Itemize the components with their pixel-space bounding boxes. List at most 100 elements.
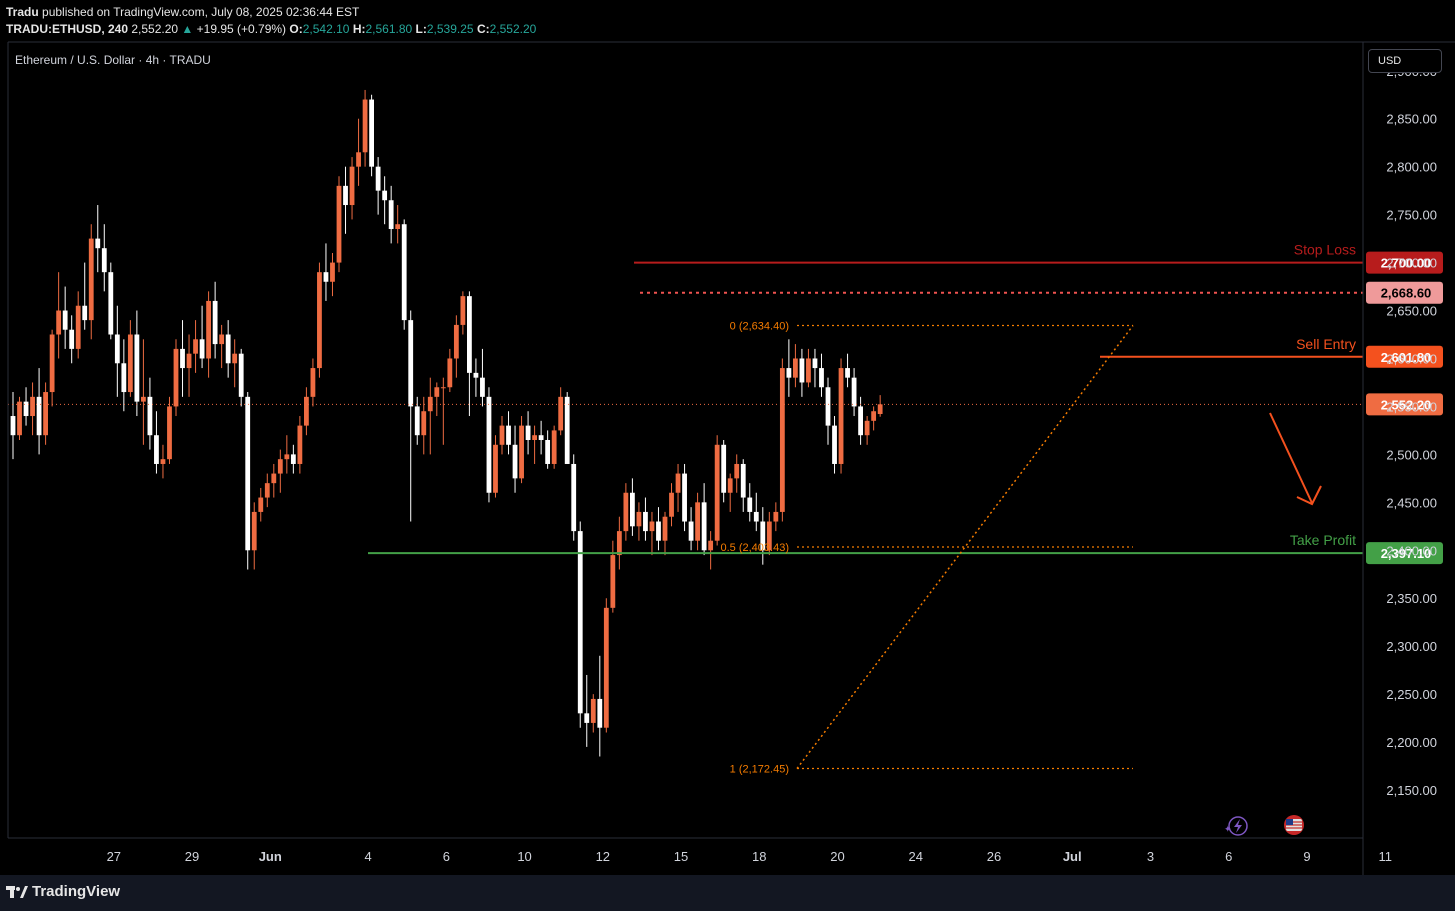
- candle-body: [245, 396, 251, 551]
- candle-body: [49, 334, 55, 393]
- us-flag-icon[interactable]: [1284, 815, 1304, 835]
- candle-body: [225, 334, 231, 364]
- level-stop-loss[interactable]: Stop Loss 2,700.00: [634, 242, 1443, 274]
- candle: [62, 286, 68, 349]
- candle-body: [669, 492, 674, 517]
- candle: [284, 435, 290, 474]
- candle: [467, 291, 472, 417]
- candle-body: [382, 190, 388, 201]
- candle-body: [480, 377, 485, 397]
- candle-body: [199, 339, 205, 359]
- publisher-name[interactable]: Tradu: [6, 5, 39, 19]
- x-tick-label: 3: [1147, 849, 1154, 864]
- candle-body: [362, 99, 368, 153]
- candle-body: [408, 320, 414, 407]
- candle-body: [695, 502, 700, 541]
- fib-level-label: 0 (2,634.40): [730, 320, 789, 332]
- candle: [708, 531, 714, 570]
- candle: [251, 502, 257, 570]
- candle-body: [69, 329, 75, 349]
- candle: [290, 444, 296, 474]
- candle-body: [734, 463, 740, 479]
- price-axis[interactable]: 2,900.002,850.002,800.002,750.002,700.00…: [1386, 64, 1437, 798]
- candle-body: [721, 444, 727, 493]
- x-tick-label: 26: [987, 849, 1001, 864]
- candle: [630, 478, 635, 536]
- low-value: 2,539.25: [426, 22, 474, 36]
- candle-body: [766, 521, 772, 551]
- x-tick-label: 4: [364, 849, 371, 864]
- time-axis[interactable]: 27 29 Jun 4 6 10 12 15 18 20 24 26 Jul 3 6 9 11: [107, 849, 1392, 864]
- y-tick-label: 2,150.00: [1386, 783, 1437, 798]
- candle-body: [88, 238, 94, 321]
- candle-body: [330, 262, 335, 282]
- candle: [577, 521, 583, 728]
- fibonacci-retracement[interactable]: 0 (2,634.40) 0.5 (2,403.43) 1 (2,172.45): [721, 320, 1134, 776]
- candle: [362, 89, 368, 167]
- candle: [877, 395, 883, 417]
- currency-button[interactable]: USD: [1368, 49, 1442, 73]
- candle-body: [17, 401, 22, 436]
- candle-body: [545, 440, 551, 464]
- candle-body: [212, 300, 218, 345]
- level-line-1[interactable]: 2,668.60: [640, 281, 1443, 304]
- candle: [740, 459, 746, 512]
- candle: [506, 411, 511, 455]
- level-label: Take Profit: [1290, 532, 1356, 548]
- candle: [447, 348, 453, 393]
- candle: [545, 430, 551, 469]
- y-tick-label: 2,250.00: [1386, 687, 1437, 702]
- candle-body: [753, 511, 759, 522]
- candle-body: [427, 396, 433, 412]
- candle: [154, 411, 159, 474]
- candle: [551, 425, 557, 469]
- x-tick-label: 29: [185, 849, 199, 864]
- candle: [656, 507, 661, 551]
- candle-body: [519, 425, 524, 479]
- candle-body: [851, 377, 857, 407]
- candle-body: [173, 348, 179, 407]
- candle-body: [297, 425, 303, 464]
- candle: [662, 511, 668, 556]
- candle: [538, 420, 544, 455]
- x-tick-label: 20: [830, 849, 844, 864]
- candle-body: [290, 454, 296, 464]
- candle-body: [864, 420, 870, 436]
- candle: [56, 272, 62, 359]
- candle-body: [584, 713, 590, 723]
- candle-body: [701, 502, 707, 551]
- chart-title: Ethereum / U.S. Dollar · 4h · TRADU: [15, 53, 211, 67]
- projection-arrow[interactable]: [1269, 412, 1322, 506]
- change-up-icon: ▲: [181, 22, 194, 36]
- candle: [845, 353, 850, 388]
- price-tag-value: 2,700.00: [1381, 256, 1432, 271]
- candle: [264, 473, 270, 508]
- price-chart[interactable]: Stop Loss 2,700.00 2,668.60 Sell Entry 2,601…: [0, 0, 1455, 875]
- level-line-3[interactable]: 2,552.20: [8, 393, 1443, 416]
- candle-body: [779, 368, 785, 512]
- tradingview-brand[interactable]: TradingView: [6, 883, 120, 900]
- candle-body: [421, 411, 427, 436]
- candle: [851, 368, 857, 417]
- candle: [330, 252, 335, 297]
- candle: [297, 416, 303, 474]
- candle: [460, 291, 466, 335]
- x-tick-label: Jun: [259, 849, 282, 864]
- candle: [603, 598, 609, 733]
- level-take-profit[interactable]: Take Profit 2,397.10: [368, 532, 1443, 565]
- level-sell-entry[interactable]: Sell Entry 2,601.80: [1100, 336, 1443, 368]
- price-tag: [1366, 393, 1443, 416]
- candle: [88, 224, 94, 340]
- candle: [336, 176, 342, 273]
- candle-body: [460, 296, 466, 325]
- candle-body: [610, 555, 616, 608]
- candle-body: [675, 473, 681, 493]
- candle: [349, 157, 355, 220]
- lightning-icon[interactable]: ✦: [1224, 816, 1248, 836]
- candle: [10, 392, 16, 460]
- candle-body: [793, 358, 798, 378]
- y-tick-label: 2,800.00: [1386, 160, 1437, 175]
- candle-body: [186, 353, 192, 369]
- x-tick-label: 11: [1378, 849, 1392, 864]
- candle: [421, 396, 427, 455]
